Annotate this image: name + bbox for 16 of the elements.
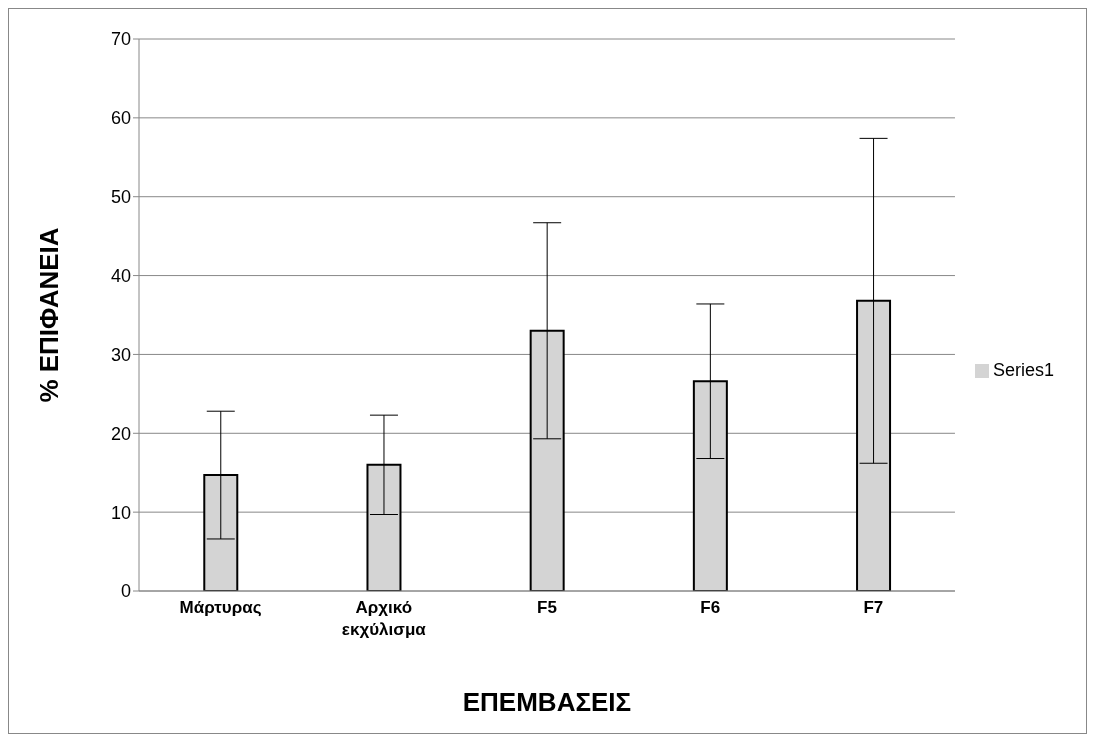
y-tick-label: 50 [110,187,131,208]
x-tick-label: Μάρτυρας [179,598,262,617]
y-tick-label: 30 [110,344,131,365]
x-tick-label: F7 [863,598,884,617]
y-tick-label: 10 [110,502,131,523]
y-tick-label: 20 [110,423,131,444]
x-tick-label: F5 [537,598,557,617]
y-tick-label: 0 [120,581,131,602]
y-axis-title: % ΕΠΙΦΑΝΕΙΑ [34,227,65,403]
y-tick-label: 70 [110,29,131,50]
x-tick-label: F6 [700,598,721,617]
y-tick-label: 60 [110,108,131,129]
legend-label: Series1 [992,359,1054,380]
x-axis-title: ΕΠΕΜΒΑΣΕΙΣ [462,687,632,717]
y-tick-label: 40 [110,265,131,286]
x-tick-label: Αρχικό εκχύλισμα [341,598,427,639]
